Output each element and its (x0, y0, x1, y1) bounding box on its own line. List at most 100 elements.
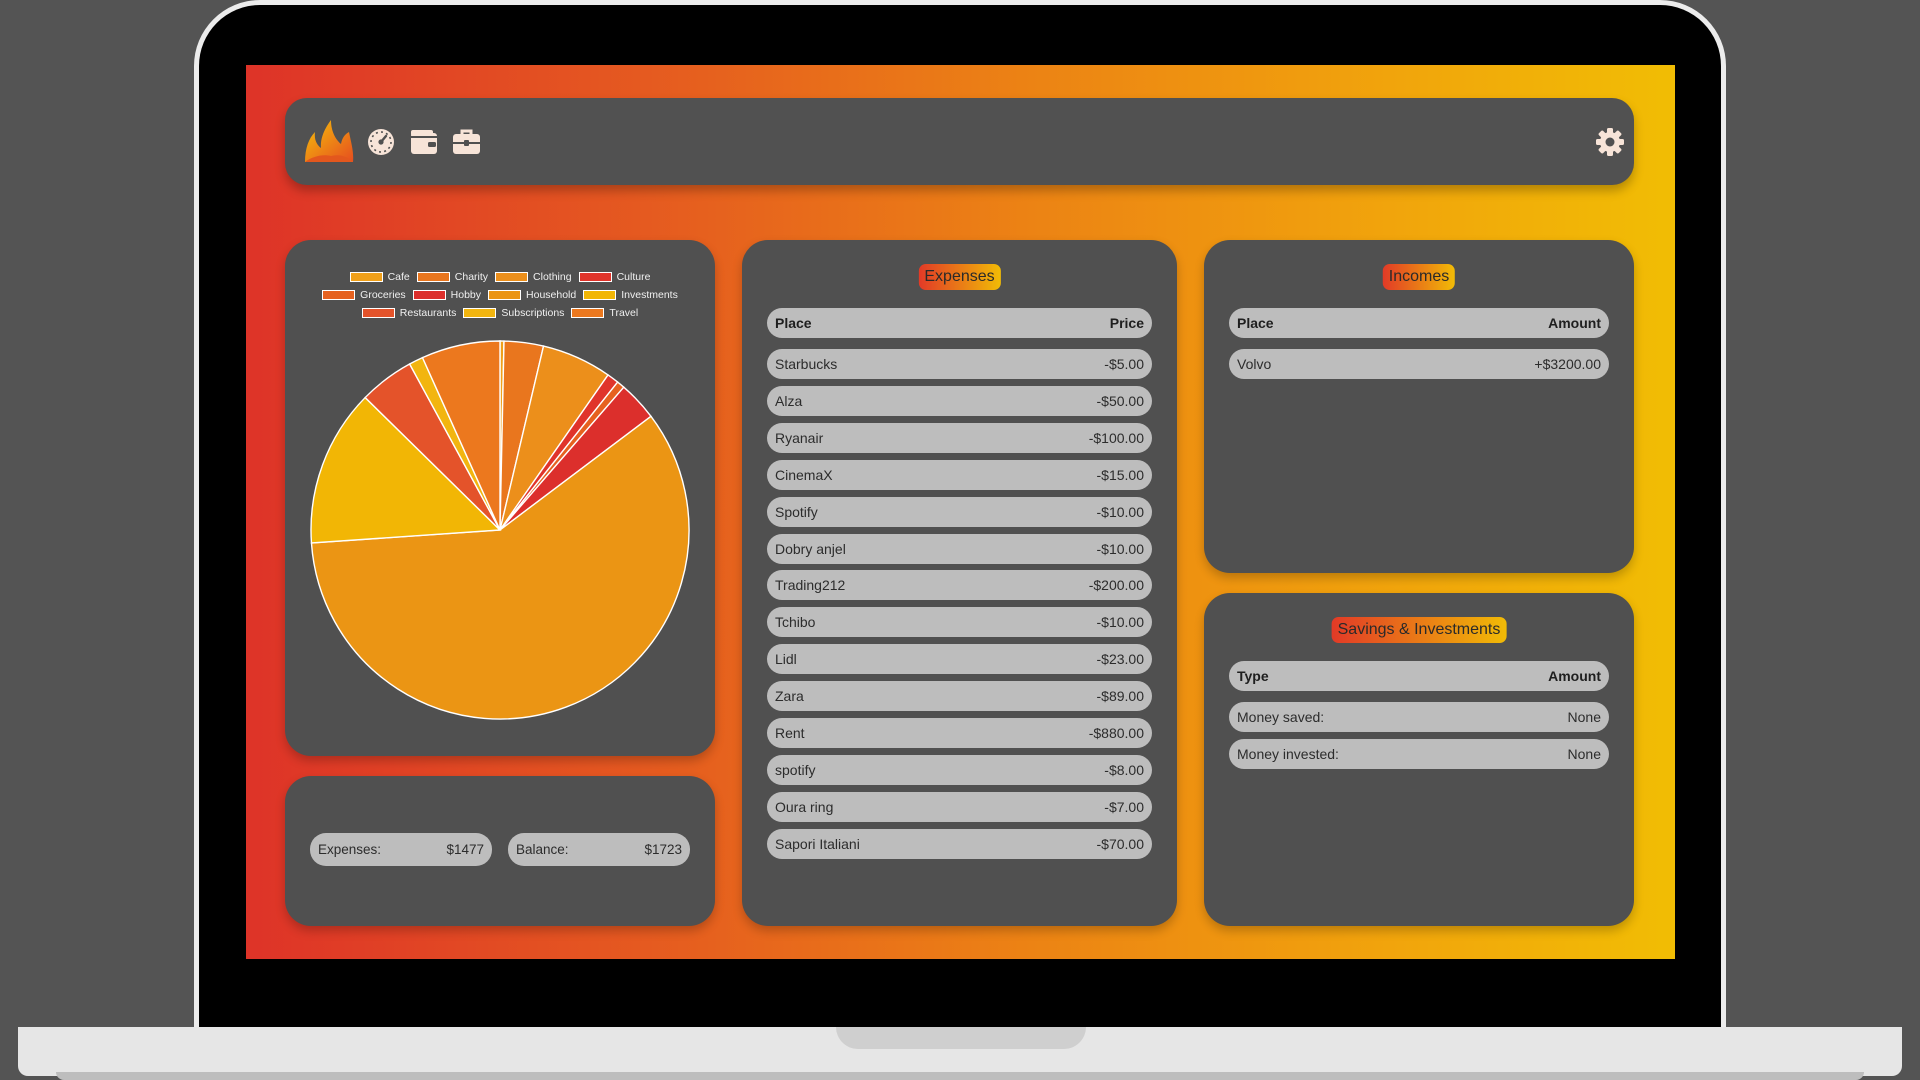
table-row[interactable]: Alza -$50.00 (767, 385, 1152, 416)
table-row[interactable]: Money saved: None (1229, 702, 1609, 732)
row-amount: None (1567, 709, 1601, 725)
legend-item[interactable]: Culture (578, 271, 651, 283)
row-price: -$50.00 (1096, 392, 1144, 409)
table-row[interactable]: Volvo +$3200.00 (1229, 349, 1609, 379)
table-row[interactable]: Rent -$880.00 (767, 718, 1152, 748)
settings-gear-icon[interactable] (1596, 128, 1624, 156)
table-row[interactable]: Sapori Italiani -$70.00 (767, 828, 1152, 859)
row-amount: +$3200.00 (1534, 356, 1601, 372)
row-place: Starbucks (775, 356, 838, 372)
wallet-icon[interactable] (410, 129, 438, 155)
row-place: Volvo (1237, 356, 1272, 372)
pie-slice-investments[interactable] (310, 396, 502, 544)
expenses-table-header: Place Price (767, 308, 1152, 338)
legend-item[interactable]: Investments (583, 289, 678, 301)
top-navbar (285, 98, 1634, 185)
row-place: Lidl (775, 651, 797, 668)
legend-swatch (495, 272, 529, 282)
legend-label: Culture (616, 271, 651, 283)
row-place: Oura ring (775, 798, 834, 815)
row-price: -$200.00 (1088, 577, 1144, 594)
legend-item[interactable]: Clothing (495, 271, 572, 283)
row-type: Money invested: (1237, 746, 1339, 762)
legend-item[interactable]: Charity (416, 271, 489, 283)
legend-item[interactable]: Subscriptions (463, 307, 564, 319)
app-screen: Cafe Charity Clothing Culture Groceries … (246, 65, 1675, 959)
column-header-place[interactable]: Place (775, 315, 812, 331)
row-place: spotify (775, 761, 816, 778)
expenses-total: Expenses: $1477 (310, 833, 492, 866)
row-price: -$10.00 (1096, 614, 1144, 631)
row-place: Rent (775, 725, 805, 741)
expenses-total-label: Expenses: (318, 842, 382, 857)
row-price: -$15.00 (1096, 466, 1144, 483)
table-row[interactable]: Tchibo -$10.00 (767, 607, 1152, 638)
table-row[interactable]: spotify -$8.00 (767, 754, 1152, 785)
column-header-place[interactable]: Place (1237, 315, 1274, 331)
chart-legend: Cafe Charity Clothing Culture Groceries … (285, 268, 715, 322)
savings-investments-panel: Savings & Investments Type Amount Money … (1204, 593, 1634, 926)
legend-swatch (463, 308, 497, 318)
row-price: -$880.00 (1088, 725, 1144, 741)
balance-value: $1723 (644, 842, 682, 857)
legend-swatch (571, 308, 605, 318)
table-row[interactable]: Money invested: None (1229, 739, 1609, 769)
column-header-amount[interactable]: Amount (1548, 668, 1601, 684)
row-price: -$100.00 (1088, 429, 1144, 446)
legend-label: Groceries (360, 289, 406, 301)
pie-slice-household[interactable] (310, 415, 690, 720)
table-row[interactable]: Lidl -$23.00 (767, 644, 1152, 675)
incomes-panel: Incomes Place Amount Volvo +$3200.00 (1204, 240, 1634, 573)
table-row[interactable]: CinemaX -$15.00 (767, 459, 1152, 490)
legend-swatch (412, 290, 446, 300)
column-header-type[interactable]: Type (1237, 668, 1269, 684)
legend-item[interactable]: Household (488, 289, 576, 301)
row-price: -$8.00 (1104, 761, 1144, 778)
category-chart-panel: Cafe Charity Clothing Culture Groceries … (285, 240, 715, 756)
legend-swatch (583, 290, 617, 300)
row-type: Money saved: (1237, 709, 1325, 725)
row-place: Trading212 (775, 577, 846, 594)
table-row[interactable]: Dobry anjel -$10.00 (767, 533, 1152, 564)
row-amount: None (1567, 746, 1601, 762)
savings-table-header: Type Amount (1229, 661, 1609, 691)
incomes-title: Incomes (1382, 264, 1456, 290)
table-row[interactable]: Trading212 -$200.00 (767, 570, 1152, 601)
legend-item[interactable]: Restaurants (361, 307, 456, 319)
row-place: Ryanair (775, 429, 824, 446)
legend-swatch (349, 272, 383, 282)
column-header-amount[interactable]: Amount (1548, 315, 1601, 331)
row-place: Zara (775, 688, 804, 705)
legend-label: Charity (454, 271, 489, 283)
row-price: -$7.00 (1104, 798, 1144, 815)
flame-logo-icon[interactable] (301, 118, 355, 164)
row-place: Sapori Italiani (775, 835, 860, 852)
table-row[interactable]: Starbucks -$5.00 (767, 349, 1152, 379)
legend-item[interactable]: Hobby (412, 289, 481, 301)
savings-title: Savings & Investments (1331, 617, 1507, 643)
legend-label: Household (526, 289, 577, 301)
pie-slice-travel[interactable] (421, 340, 501, 531)
table-row[interactable]: Zara -$89.00 (767, 681, 1152, 712)
legend-item[interactable]: Groceries (322, 289, 406, 301)
briefcase-icon[interactable] (452, 129, 481, 155)
legend-label: Investments (621, 289, 678, 301)
legend-swatch (416, 272, 450, 282)
incomes-table-header: Place Amount (1229, 308, 1609, 338)
table-row[interactable]: Ryanair -$100.00 (767, 422, 1152, 453)
row-place: Tchibo (775, 614, 816, 631)
row-price: -$5.00 (1104, 356, 1144, 372)
dashboard-gauge-icon[interactable] (367, 128, 395, 156)
legend-item[interactable]: Travel (571, 307, 638, 319)
expense-pie-chart (310, 340, 690, 720)
row-place: Dobry anjel (775, 540, 846, 557)
legend-label: Clothing (533, 271, 572, 283)
legend-item[interactable]: Cafe (349, 271, 410, 283)
row-place: Alza (775, 392, 803, 409)
table-row[interactable]: Oura ring -$7.00 (767, 791, 1152, 822)
row-price: -$70.00 (1096, 835, 1144, 852)
table-row[interactable]: Spotify -$10.00 (767, 496, 1152, 527)
row-price: -$89.00 (1096, 688, 1144, 705)
column-header-price[interactable]: Price (1109, 315, 1144, 331)
expenses-panel: Expenses Place Price Starbucks -$5.00 Alza… (742, 240, 1177, 926)
